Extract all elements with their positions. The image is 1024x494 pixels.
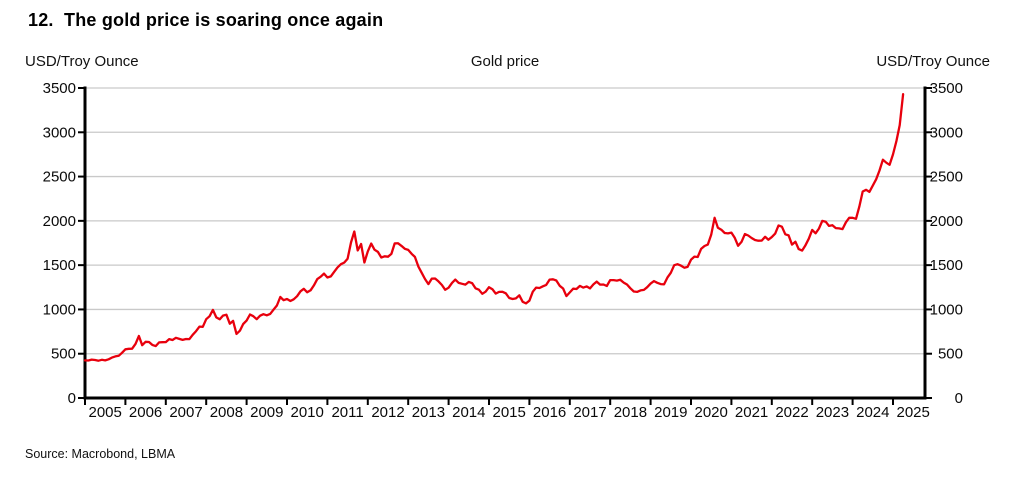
x-tick-label: 2006 <box>129 404 162 421</box>
gold-price-line <box>83 93 905 362</box>
y-tick-label-right: 2000 <box>930 213 963 230</box>
x-tick-label: 2012 <box>371 404 404 421</box>
y-tick-label-left: 2000 <box>43 213 76 230</box>
y-tick-label-left: 3000 <box>43 124 76 141</box>
source-note: Source: Macrobond, LBMA <box>25 447 176 461</box>
y-tick-label-left: 1500 <box>43 257 76 274</box>
x-tick-label: 2021 <box>735 404 768 421</box>
x-tick-label: 2023 <box>816 404 849 421</box>
chart-title: 12. The gold price is soaring once again <box>28 10 384 30</box>
y-tick-label-left: 0 <box>68 390 76 407</box>
y-tick-label-left: 1000 <box>43 301 76 318</box>
x-tick-label: 2009 <box>250 404 283 421</box>
x-tick-label: 2022 <box>775 404 808 421</box>
x-tick-label: 2008 <box>210 404 243 421</box>
left-axis-title: USD/Troy Ounce <box>25 53 139 70</box>
x-tick-label: 2020 <box>695 404 728 421</box>
x-tick-label: 2005 <box>89 404 122 421</box>
x-tick-label: 2019 <box>654 404 687 421</box>
y-tick-label-right: 1000 <box>930 301 963 318</box>
x-tick-label: 2014 <box>452 404 485 421</box>
x-tick-label: 2017 <box>573 404 606 421</box>
y-tick-label-right: 500 <box>938 346 963 363</box>
y-tick-label-right: 2500 <box>930 169 963 186</box>
chart-subtitle: Gold price <box>470 53 540 70</box>
x-tick-label: 2013 <box>412 404 445 421</box>
y-tick-label-left: 2500 <box>43 169 76 186</box>
y-tick-label-right: 3000 <box>930 124 963 141</box>
y-tick-label-right: 3500 <box>930 80 963 97</box>
y-tick-label-left: 500 <box>51 346 76 363</box>
x-tick-label: 2016 <box>533 404 566 421</box>
x-tick-label: 2007 <box>169 404 202 421</box>
right-axis-title: USD/Troy Ounce <box>876 53 990 70</box>
y-tick-label-right: 1500 <box>930 257 963 274</box>
x-tick-label: 2025 <box>897 404 930 421</box>
y-tick-label-left: 3500 <box>43 80 76 97</box>
x-tick-label: 2010 <box>291 404 324 421</box>
y-tick-label-right: 0 <box>955 390 963 407</box>
x-tick-label: 2011 <box>331 404 363 421</box>
x-tick-label: 2018 <box>614 404 647 421</box>
x-tick-label: 2015 <box>493 404 526 421</box>
x-tick-label: 2024 <box>856 404 889 421</box>
